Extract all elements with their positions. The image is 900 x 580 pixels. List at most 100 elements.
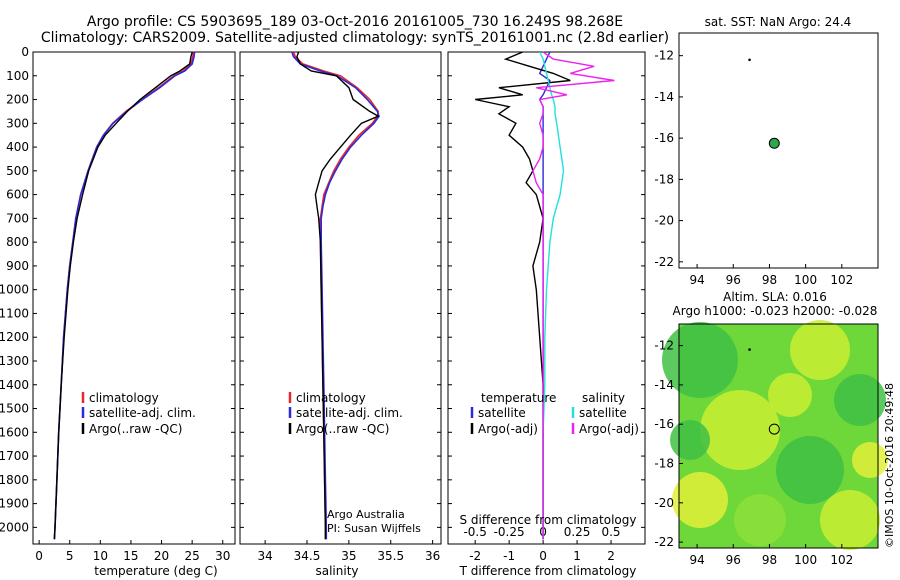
x-tick-label: 0 bbox=[539, 549, 547, 563]
sla-patch bbox=[670, 420, 710, 460]
x-tick-label: -2 bbox=[469, 549, 481, 563]
series-line-climatology bbox=[53, 51, 195, 540]
depth-tick-label: 1100 bbox=[0, 306, 29, 320]
salinity-xlabel: salinity bbox=[315, 564, 358, 578]
sla-patch bbox=[834, 374, 886, 426]
top-tick-label: 0.25 bbox=[564, 525, 591, 539]
island-point bbox=[748, 348, 751, 351]
sst-map-panel: 94 96 98 100 102 -12 -14 -16 -18 -20 -22 bbox=[654, 32, 879, 287]
x-tick-label: 10 bbox=[93, 549, 108, 563]
map-y-tick-label: -22 bbox=[654, 255, 674, 269]
depth-tick-label: 1500 bbox=[0, 402, 29, 416]
sla-patch bbox=[662, 322, 738, 398]
depth-tick-label: 1700 bbox=[0, 449, 29, 463]
argo-australia-note: Argo Australia bbox=[327, 508, 405, 521]
legend-label: satellite-adj. clim. bbox=[89, 406, 196, 420]
series-line-climatology bbox=[292, 51, 380, 540]
pi-note: PI: Susan Wijffels bbox=[327, 522, 421, 535]
depth-tick-label: 700 bbox=[6, 211, 29, 225]
sla-patch bbox=[790, 320, 850, 380]
map-x-tick-label: 94 bbox=[689, 273, 704, 287]
depth-tick-label: 800 bbox=[6, 235, 29, 249]
map-y-tick-label: -12 bbox=[654, 339, 674, 353]
depth-tick-label: 1400 bbox=[0, 378, 29, 392]
map-y-tick-label: -18 bbox=[654, 457, 674, 471]
depth-tick-label: 900 bbox=[6, 259, 29, 273]
map-y-tick-label: -18 bbox=[654, 172, 674, 186]
sla-map-subtitle: Argo h1000: -0.023 h2000: -0.028 bbox=[673, 304, 878, 318]
map-x-tick-label: 100 bbox=[794, 553, 817, 567]
legend-label: Argo(..raw -QC) bbox=[296, 422, 389, 436]
x-tick-label: 34 bbox=[257, 549, 272, 563]
map-x-tick-label: 96 bbox=[726, 553, 741, 567]
difference-xlabel-top: S difference from climatology bbox=[460, 513, 637, 527]
top-tick-label: 0.5 bbox=[601, 525, 620, 539]
map-frame bbox=[678, 323, 879, 549]
map-y-tick-label: -16 bbox=[654, 417, 674, 431]
legend-label: Argo(..raw -QC) bbox=[89, 422, 182, 436]
salinity-panel: 34 34.5 35 35.5 36 climatologysatellite-adj. … bbox=[239, 51, 442, 563]
difference-xlabel: T difference from climatology bbox=[459, 564, 637, 578]
x-tick-label: 30 bbox=[215, 549, 230, 563]
depth-tick-label: 0 bbox=[21, 45, 29, 59]
map-y-tick-label: -16 bbox=[654, 131, 674, 145]
legend-label: climatology bbox=[89, 391, 159, 405]
map-x-tick-label: 94 bbox=[689, 553, 704, 567]
top-tick-label: -0.5 bbox=[463, 525, 486, 539]
legend-label: satellite-adj. clim. bbox=[296, 406, 403, 420]
plot-frame bbox=[239, 51, 442, 545]
x-tick-label: -1 bbox=[503, 549, 515, 563]
x-tick-label: 1 bbox=[573, 549, 581, 563]
depth-tick-label: 200 bbox=[6, 93, 29, 107]
depth-tick-label: 300 bbox=[6, 116, 29, 130]
depth-tick-label: 2000 bbox=[0, 520, 29, 534]
x-tick-label: 2 bbox=[607, 549, 615, 563]
x-tick-label: 35 bbox=[341, 549, 356, 563]
x-tick-label: 0 bbox=[35, 549, 43, 563]
header-line1: Argo profile: CS 5903695_189 03-Oct-2016… bbox=[87, 14, 623, 30]
argo-position-marker bbox=[768, 423, 780, 435]
sla-patch bbox=[734, 494, 786, 546]
plot-frame bbox=[32, 51, 236, 545]
plot-frame bbox=[447, 51, 646, 545]
series-line-salinity-argo-adj- bbox=[532, 51, 615, 540]
depth-tick-label: 1000 bbox=[0, 283, 29, 297]
map-x-tick-label: 102 bbox=[830, 273, 853, 287]
legend-heading-temperature: temperature bbox=[481, 391, 556, 405]
top-tick-label: -0.25 bbox=[494, 525, 525, 539]
island-point bbox=[748, 58, 751, 62]
x-tick-label: 25 bbox=[185, 549, 200, 563]
depth-tick-label: 1300 bbox=[0, 354, 29, 368]
x-tick-label: 36 bbox=[425, 549, 440, 563]
map-y-tick-label: -12 bbox=[654, 49, 674, 63]
map-y-tick-label: -22 bbox=[654, 535, 674, 549]
legend-heading-salinity: salinity bbox=[582, 391, 625, 405]
series-line-temperature-argo-adj- bbox=[475, 51, 571, 540]
map-frame bbox=[678, 32, 879, 269]
sla-map-panel: 94 96 98 100 102 -12 -14 -16 -18 -20 -22 bbox=[654, 320, 888, 567]
sla-patch bbox=[672, 472, 728, 528]
map-x-tick-label: 100 bbox=[794, 273, 817, 287]
legend-label: satellite bbox=[478, 406, 526, 420]
depth-tick-label: 1800 bbox=[0, 473, 29, 487]
map-y-tick-label: -14 bbox=[654, 90, 674, 104]
map-y-tick-label: -20 bbox=[654, 496, 674, 510]
x-tick-label: 34.5 bbox=[294, 549, 321, 563]
series-line-argo-raw-qc- bbox=[53, 51, 193, 540]
credit-text: ©IMOS 10-Oct-2016 20:49:48 bbox=[883, 383, 896, 548]
depth-tick-label: 100 bbox=[6, 69, 29, 83]
legend-label: satellite bbox=[579, 406, 627, 420]
temperature-xlabel: temperature (deg C) bbox=[94, 564, 217, 578]
sla-patch bbox=[700, 390, 780, 470]
series-line-argo-raw-qc- bbox=[296, 51, 380, 540]
legend-label: climatology bbox=[296, 391, 366, 405]
map-x-tick-label: 102 bbox=[830, 553, 853, 567]
depth-tick-label: 600 bbox=[6, 188, 29, 202]
x-tick-label: 5 bbox=[66, 549, 74, 563]
x-tick-label: 15 bbox=[123, 549, 138, 563]
map-x-tick-label: 98 bbox=[762, 273, 777, 287]
depth-tick-label: 400 bbox=[6, 140, 29, 154]
sla-patch bbox=[820, 490, 880, 550]
